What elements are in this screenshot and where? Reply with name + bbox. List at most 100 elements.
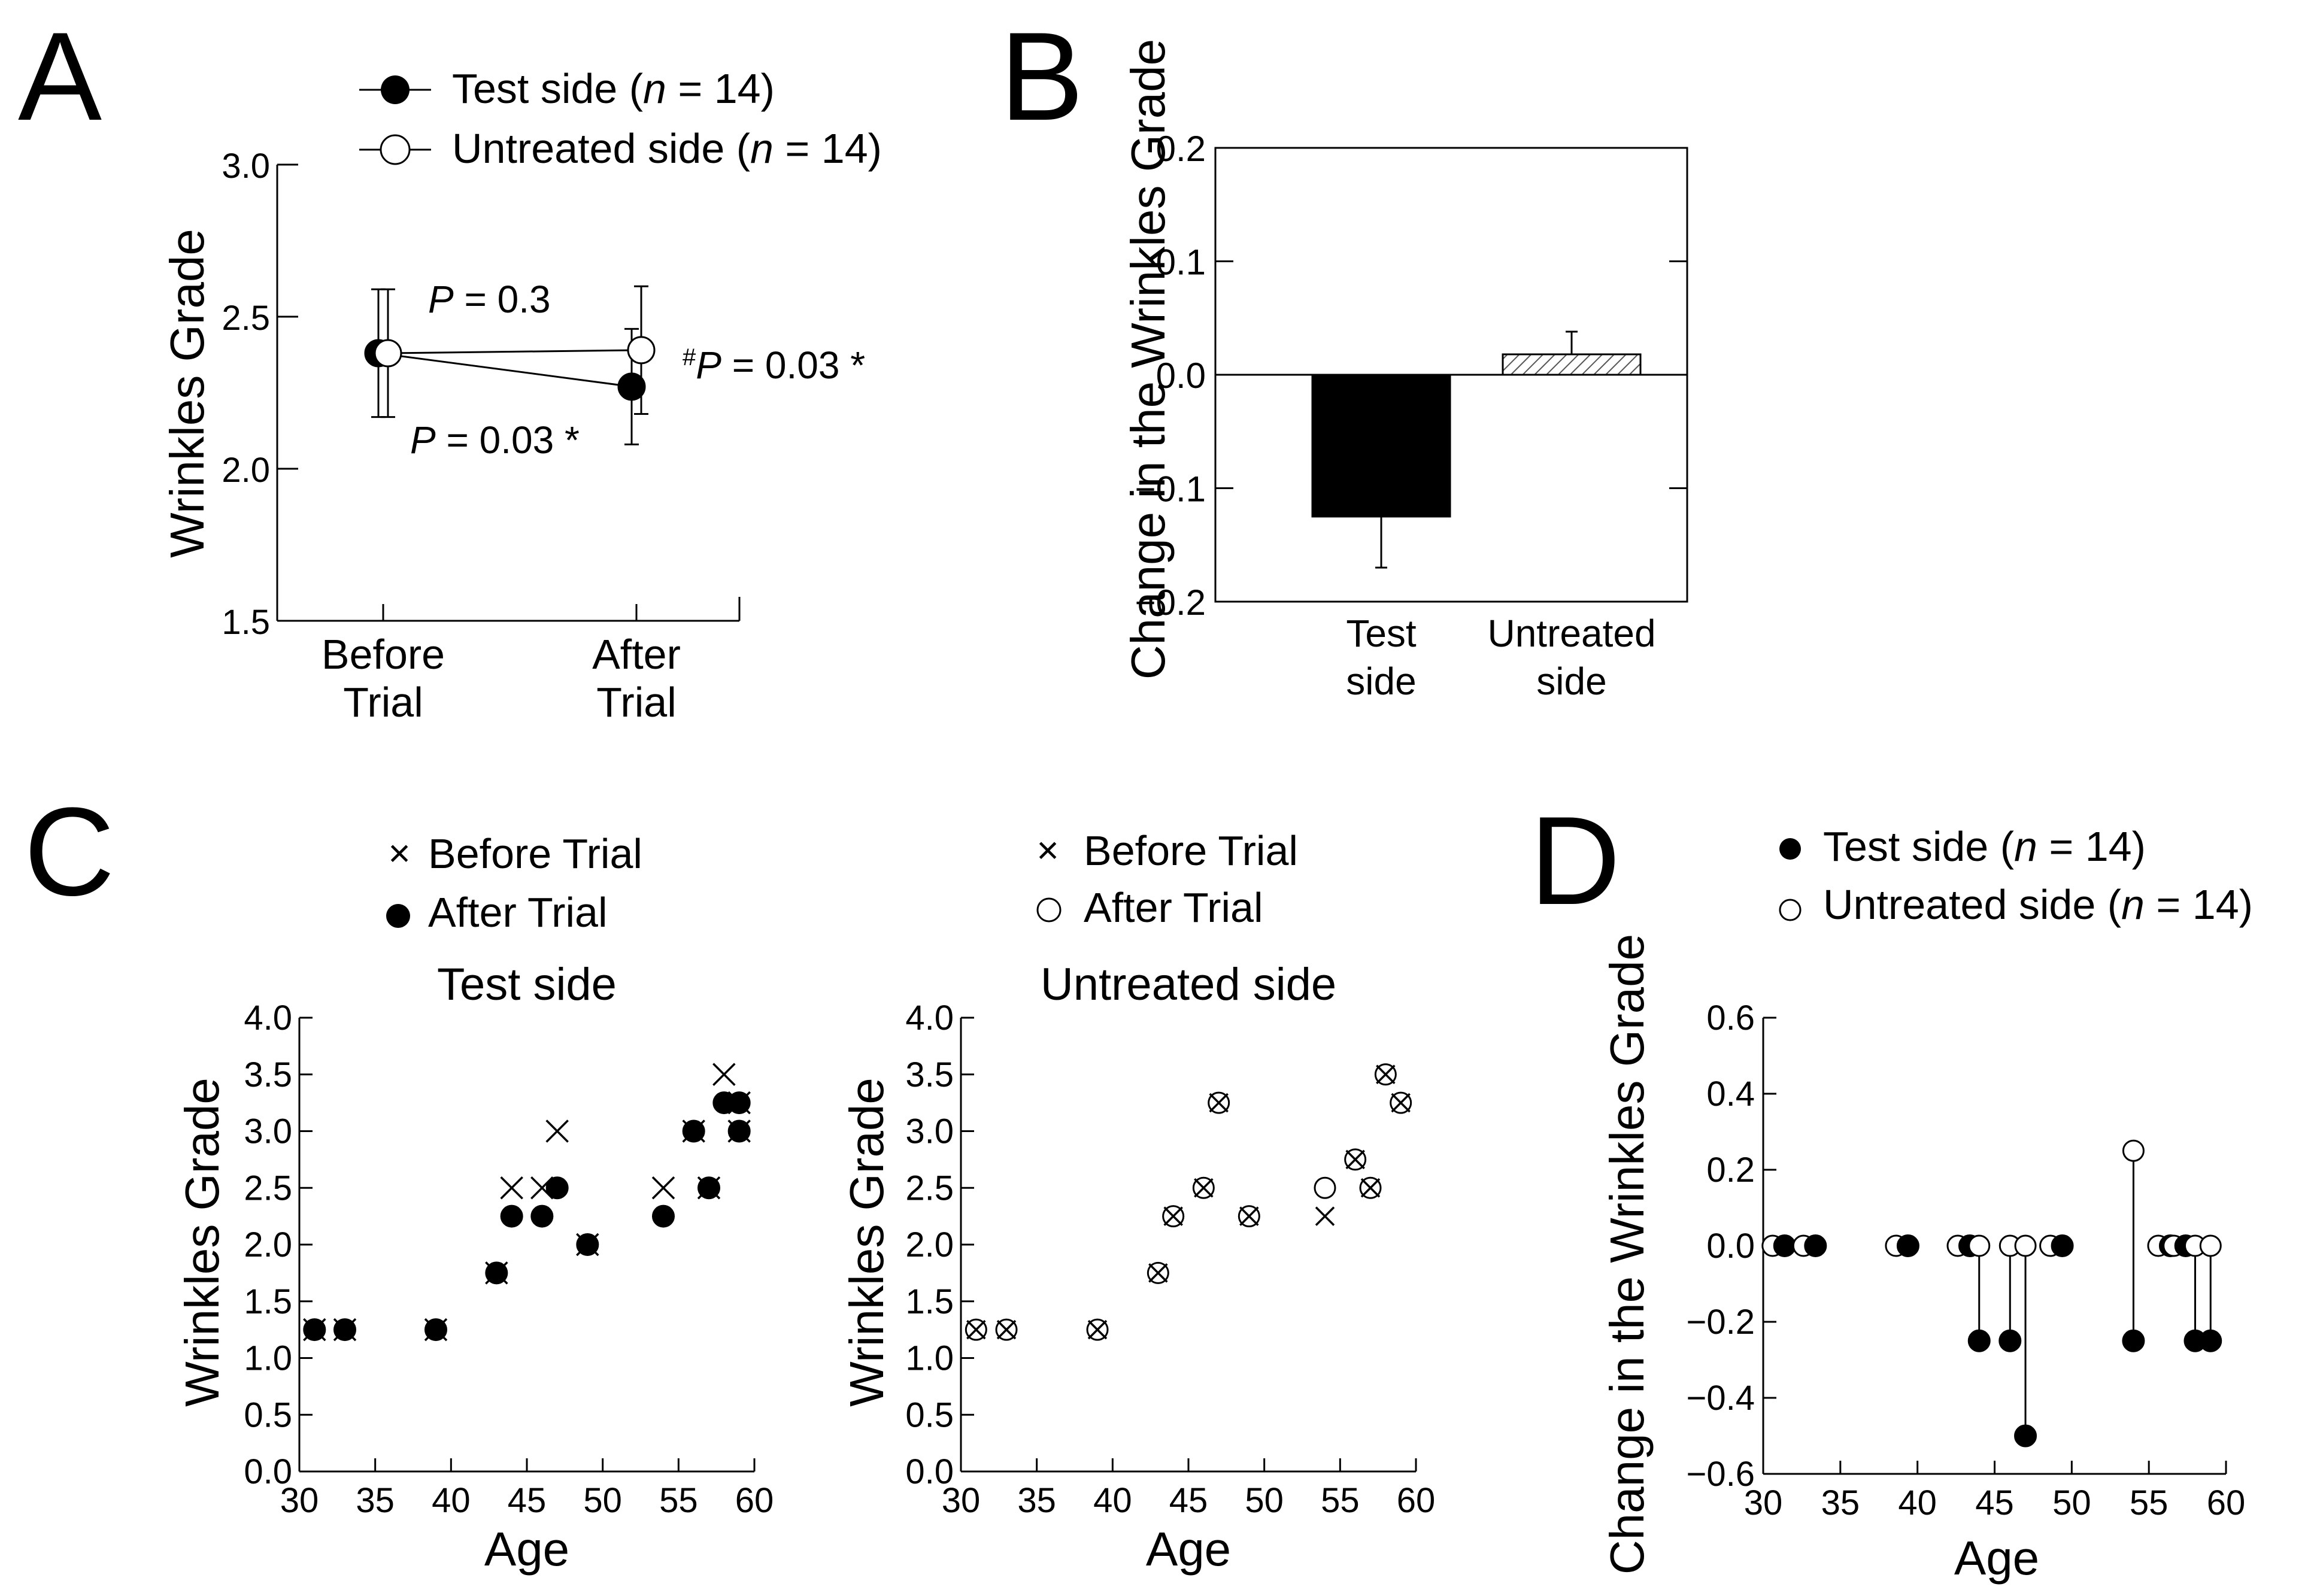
x-tick-label: 45 [508, 1481, 547, 1520]
data-point [545, 1176, 569, 1200]
test-point [1773, 1234, 1796, 1257]
bar [1502, 353, 1642, 376]
cross-marker-stroke [966, 1319, 986, 1340]
panel-b: B −0.2 −0.1 0.0 0.1 0.2 Test side Untreated side… [1000, 6, 1688, 703]
cross-marker-stroke [996, 1319, 1017, 1340]
cross-marker-stroke [1087, 1319, 1108, 1340]
x-tick-label: 30 [1744, 1483, 1783, 1522]
panel-c-test-xlabel: Age [484, 1522, 569, 1576]
cross-marker-stroke [1376, 1064, 1396, 1084]
panel-b-letter: B [1000, 6, 1084, 147]
test-point [1804, 1234, 1827, 1257]
panel-c: C × Before Trial After Trial Test side 0… [24, 781, 1435, 1576]
test-point [2014, 1424, 2037, 1448]
y-tick-label: 0.5 [905, 1395, 954, 1434]
x-tick-label: Untreated [1487, 612, 1655, 655]
panel-c-untreated-plot: 0.0 0.5 1.0 1.5 2.0 2.5 3.0 3.5 4.0 30 35 40 45 50 55 6… [905, 999, 1435, 1520]
panel-d-ylabel: Change in the Wrinkles Grade [1600, 934, 1654, 1574]
panel-c-letter: C [24, 781, 115, 922]
data-point [333, 1318, 356, 1342]
panel-c-untreated-xlabel: Age [1146, 1522, 1231, 1576]
cross-marker-stroke [1360, 1178, 1381, 1198]
panel-c-test-plot: 0.0 0.5 1.0 1.5 2.0 2.5 3.0 3.5 4.0 30 35 40 45 50 55 6… [244, 999, 774, 1520]
x-tick-label: side [1346, 660, 1416, 703]
test-point [1998, 1329, 2022, 1352]
series-line [387, 349, 642, 354]
test-point [2122, 1329, 2145, 1352]
x-tick-label: 50 [1245, 1481, 1284, 1520]
y-tick-label: −0.1 [1135, 469, 1206, 509]
y-tick-label: 2.0 [244, 1225, 292, 1264]
cross-marker-stroke [1239, 1206, 1259, 1226]
panel-b-plot: −0.2 −0.1 0.0 0.1 0.2 Test side Untreated side [1135, 129, 1688, 703]
legend-text-untreated: Untreated side (n = 14) [452, 125, 882, 172]
series-line [378, 352, 632, 388]
y-tick-label: 0.4 [1706, 1075, 1755, 1113]
panel-d: D Test side (n = 14) Untreated side (n =… [1530, 790, 2253, 1585]
y-tick-label: 3.0 [905, 1112, 954, 1151]
y-tick-label: 1.0 [905, 1339, 954, 1378]
y-tick-label: 1.5 [222, 603, 270, 642]
data-point [697, 1176, 720, 1200]
y-tick-label: 4.0 [905, 999, 954, 1037]
y-tick-label: 0.6 [1706, 999, 1755, 1037]
y-tick-label: 0.0 [1156, 356, 1206, 396]
panel-c-untreated-legend: × Before Trial After Trial [1036, 827, 1298, 931]
legend-cross-icon: × [1036, 829, 1059, 872]
legend-marker-after [386, 904, 410, 928]
panel-c-test-ylabel: Wrinkles Grade [175, 1078, 229, 1407]
x-tick-label: 35 [1017, 1481, 1056, 1520]
y-tick-label: 0.5 [244, 1395, 292, 1434]
y-tick-label: −0.6 [1687, 1455, 1755, 1494]
data-point [727, 1091, 751, 1115]
y-tick-label: 0.2 [1706, 1151, 1755, 1190]
x-tick-label: 30 [280, 1481, 319, 1520]
legend-text-after: After Trial [1084, 884, 1263, 931]
untreated-point [1968, 1234, 1991, 1257]
y-tick-label: 4.0 [244, 999, 292, 1037]
x-tick-label: 45 [1169, 1481, 1208, 1520]
legend-marker-untreated [380, 134, 411, 165]
cross-marker-stroke [712, 1063, 736, 1086]
cross-marker-stroke [545, 1119, 569, 1143]
x-tick-label: 35 [1821, 1483, 1860, 1522]
panel-a-legend: Test side (n = 14) Untreated side (n = 1… [359, 65, 882, 172]
x-tick-label: 40 [432, 1481, 471, 1520]
data-point [576, 1233, 599, 1256]
data-point [727, 1119, 751, 1143]
legend-marker-test [381, 75, 410, 104]
y-tick-label: 2.5 [905, 1169, 954, 1207]
x-tick-label: 60 [1397, 1481, 1436, 1520]
p-value-untreated: #P = 0.03 * [683, 344, 865, 387]
y-tick-label: 2.5 [244, 1169, 292, 1207]
y-tick-label: 0.0 [1706, 1227, 1755, 1266]
untreated-point [2122, 1139, 2145, 1162]
data-point [500, 1204, 523, 1228]
data-point [424, 1318, 447, 1342]
cross-marker-stroke [1345, 1149, 1365, 1170]
y-tick-label: 0.2 [1156, 129, 1206, 169]
panel-a-letter: A [18, 6, 102, 147]
cross-marker-stroke [1315, 1206, 1335, 1226]
x-tick-label: 45 [1975, 1483, 2014, 1522]
x-tick-label: 40 [1898, 1483, 1937, 1522]
panel-c-test-legend: × Before Trial After Trial [386, 830, 642, 936]
y-tick-label: −0.2 [1687, 1303, 1755, 1342]
x-tick-label: 60 [2207, 1483, 2246, 1522]
panel-a: A Test side (n = 14) Untreated side (n =… [18, 6, 882, 726]
y-tick-label: 3.5 [905, 1055, 954, 1094]
cross-marker-stroke [651, 1176, 675, 1200]
y-tick-label: 2.0 [222, 451, 270, 490]
panel-b-ylabel: Change in the Wrinkles Grade [1121, 39, 1175, 679]
x-tick-label: Before [322, 631, 445, 678]
y-tick-label: 0.1 [1156, 242, 1206, 283]
bar [1311, 374, 1451, 518]
x-tick-label: 60 [735, 1481, 774, 1520]
legend-text-before: Before Trial [428, 830, 642, 877]
legend-text-before: Before Trial [1084, 827, 1298, 874]
data-point [627, 336, 656, 365]
legend-marker-test [1779, 838, 1801, 860]
x-tick-label: 50 [2052, 1483, 2091, 1522]
y-tick-label: 1.0 [244, 1339, 292, 1378]
cross-marker-stroke [1148, 1263, 1168, 1283]
